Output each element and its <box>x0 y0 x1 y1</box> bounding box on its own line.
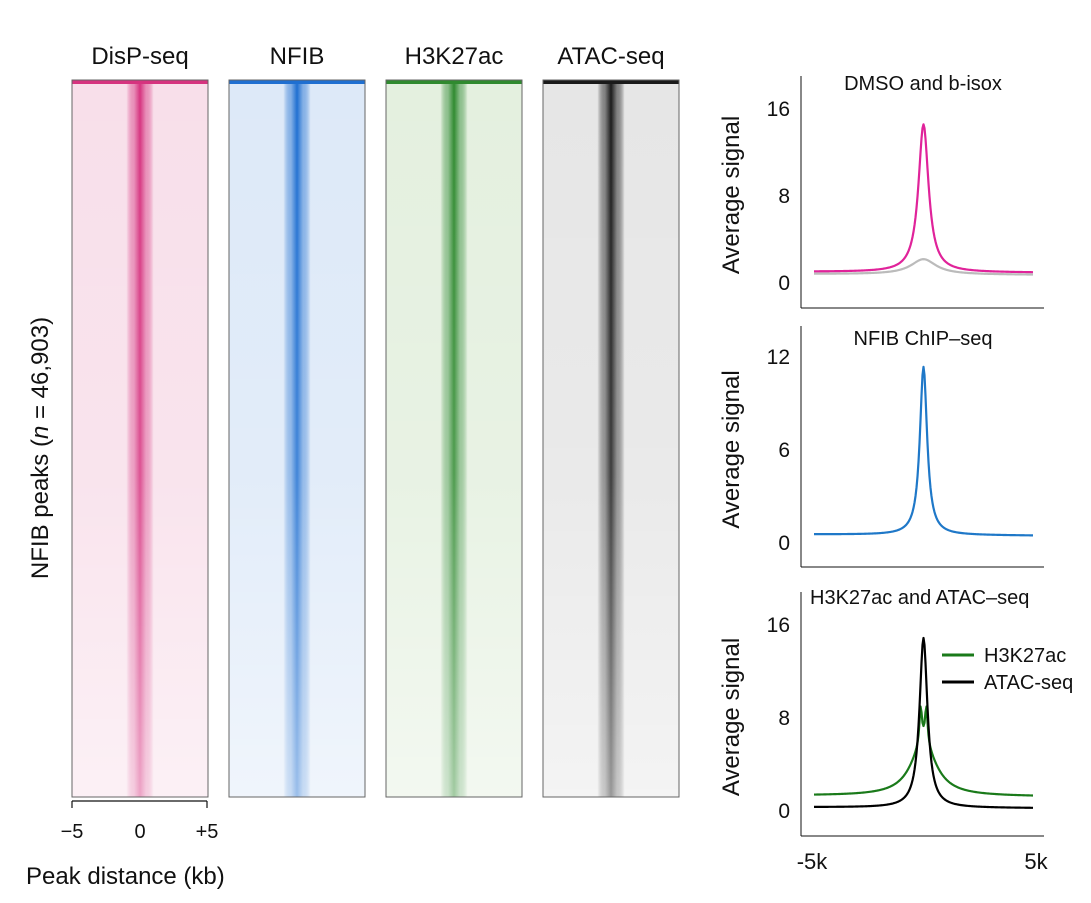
heatmap-x-tick-label: 0 <box>134 821 145 843</box>
profile-y-tick-label: 0 <box>778 532 790 555</box>
heatmap-panels: DisP-seq NFIB H3K27ac ATAC-seq <box>71 43 680 798</box>
legend-label: H3K27ac <box>984 645 1066 667</box>
profile-y-tick-label: 0 <box>778 272 790 295</box>
profile-x-tick-label: 5k <box>1024 849 1048 874</box>
heatmap-ylabel: NFIB peaks (n = 46,903) <box>27 317 54 579</box>
profile-y-tick-label: 0 <box>778 800 790 823</box>
heatmap-panel: DisP-seq <box>71 43 209 798</box>
heatmap-border <box>385 79 523 798</box>
profile-y-tick-label: 12 <box>767 346 790 369</box>
profile-ylabel: Average signal <box>718 370 745 528</box>
heatmap-title: ATAC-seq <box>557 43 664 70</box>
heatmap-fade <box>229 80 365 797</box>
heatmap-border <box>228 79 366 798</box>
profile-line-h3k27ac <box>813 705 1034 797</box>
heatmap-x-axis: −5 0 +5 Peak distance (kb) <box>26 800 225 890</box>
profile-y-tick-label: 8 <box>778 707 790 730</box>
profile-ylabel: Average signal <box>718 116 745 274</box>
profile-title: NFIB ChIP–seq <box>854 328 993 350</box>
heatmap-title: DisP-seq <box>91 43 188 70</box>
profile-line-atac-seq <box>813 636 1034 809</box>
heatmap-x-tick-label: −5 <box>61 821 84 843</box>
profile-line-b-isox <box>813 123 1034 274</box>
heatmap-top-band <box>543 80 679 84</box>
profile-x-tick-label: -5k <box>797 849 829 874</box>
heatmap-x-tick-label: +5 <box>196 821 219 843</box>
profile-y-tick-label: 8 <box>778 185 790 208</box>
profile-y-tick-label: 16 <box>767 614 790 637</box>
heatmap-title: H3K27ac <box>405 43 504 70</box>
heatmap-panel: NFIB <box>228 43 366 798</box>
heatmap-title: NFIB <box>270 43 325 70</box>
heatmap-fade <box>543 80 679 797</box>
profile-line-nfib <box>813 365 1034 537</box>
profile-line-dmso <box>813 258 1034 276</box>
profile-plot: 0 6 12 Average signal NFIB ChIP–seq <box>718 326 1044 568</box>
profile-y-tick-label: 6 <box>778 439 790 462</box>
heatmap-ylabel-prefix: NFIB peaks ( <box>27 439 54 579</box>
heatmap-top-band <box>386 80 522 84</box>
heatmap-border <box>71 79 209 798</box>
heatmap-border <box>542 79 680 798</box>
heatmap-panel: H3K27ac <box>385 43 523 798</box>
heatmap-ylabel-n: n <box>27 426 54 439</box>
heatmap-top-band <box>72 80 208 84</box>
profile-plot: 0 8 16 Average signal DMSO and b-isox <box>718 73 1044 309</box>
heatmap-xlabel: Peak distance (kb) <box>26 863 225 890</box>
heatmap-top-band <box>229 80 365 84</box>
heatmap-fade <box>72 80 208 797</box>
profile-y-tick-label: 16 <box>767 98 790 121</box>
profile-ylabel: Average signal <box>718 638 745 796</box>
heatmap-fade <box>386 80 522 797</box>
profile-title: H3K27ac and ATAC–seq <box>810 587 1029 609</box>
legend-label: ATAC-seq <box>984 672 1073 694</box>
profile-plot: 0 8 16 Average signal H3K27ac and ATAC–seq H3… <box>718 587 1073 874</box>
profile-title: DMSO and b-isox <box>844 73 1002 95</box>
profile-plots: 0 8 16 Average signal DMSO and b-isox 0 6 12 Ave… <box>718 73 1073 874</box>
heatmap-ylabel-suffix: = 46,903) <box>27 317 54 426</box>
heatmap-panel: ATAC-seq <box>542 43 680 798</box>
